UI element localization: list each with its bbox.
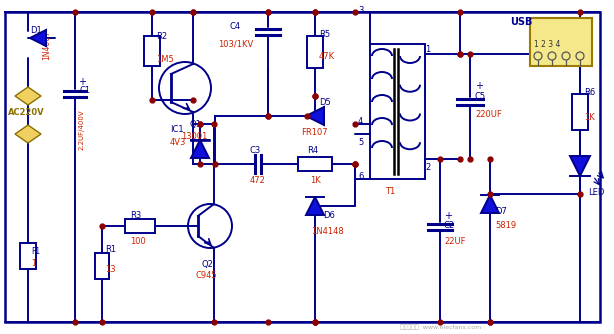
Text: FR107: FR107: [301, 128, 328, 137]
Text: R6: R6: [584, 88, 595, 97]
Text: 103/1KV: 103/1KV: [218, 39, 253, 48]
Text: 220UF: 220UF: [475, 110, 502, 119]
Text: 1K: 1K: [584, 113, 595, 122]
Text: 2: 2: [425, 163, 430, 171]
Text: 1: 1: [425, 44, 430, 53]
Bar: [125, 219, 155, 233]
Text: 5: 5: [358, 138, 363, 147]
Text: 47K: 47K: [319, 51, 335, 60]
Text: 1M5: 1M5: [156, 54, 174, 63]
Text: 5819: 5819: [495, 221, 516, 230]
Polygon shape: [191, 140, 209, 158]
Text: 2.2UF/400V: 2.2UF/400V: [79, 109, 85, 150]
Text: 1N4148: 1N4148: [311, 227, 344, 236]
Text: USB: USB: [510, 17, 532, 27]
Bar: [307, 36, 323, 68]
Polygon shape: [15, 125, 41, 143]
Text: 22UF: 22UF: [444, 237, 465, 246]
Text: 100: 100: [130, 236, 146, 245]
Text: IC1: IC1: [170, 125, 184, 134]
Text: 1 2 3 4: 1 2 3 4: [534, 39, 561, 48]
Text: 13: 13: [105, 265, 115, 274]
Polygon shape: [15, 87, 41, 105]
Text: 472: 472: [250, 175, 266, 184]
Text: 电子发烧友  www.elecfans.com: 电子发烧友 www.elecfans.com: [400, 324, 481, 330]
Text: LED: LED: [588, 187, 604, 196]
Polygon shape: [306, 107, 324, 125]
Text: +: +: [78, 77, 86, 87]
Text: 13001: 13001: [181, 132, 208, 141]
Bar: [95, 253, 109, 279]
Text: 1: 1: [31, 260, 36, 269]
Text: C3: C3: [250, 146, 261, 155]
Text: D7: D7: [495, 207, 507, 216]
Text: Port: Port: [22, 94, 34, 99]
Text: F1: F1: [31, 246, 40, 256]
Polygon shape: [570, 156, 590, 176]
Text: 1N4007: 1N4007: [42, 30, 52, 60]
Text: 6: 6: [358, 171, 363, 180]
Text: 3: 3: [358, 5, 363, 14]
Text: +: +: [444, 211, 452, 221]
Bar: [144, 36, 160, 66]
Text: 4: 4: [358, 117, 363, 126]
Text: T1: T1: [385, 186, 395, 195]
Text: C945: C945: [196, 272, 217, 281]
Text: R5: R5: [319, 29, 330, 38]
Text: C1: C1: [79, 86, 90, 95]
Text: C4: C4: [230, 21, 241, 30]
Text: AC220V: AC220V: [8, 108, 45, 117]
Polygon shape: [306, 197, 324, 215]
Text: R2: R2: [156, 31, 167, 40]
Text: 1K: 1K: [310, 175, 321, 184]
Text: +: +: [475, 81, 483, 91]
Polygon shape: [30, 30, 46, 46]
Polygon shape: [481, 195, 499, 213]
Text: Q2: Q2: [202, 260, 214, 269]
Text: C2: C2: [444, 221, 455, 230]
Text: Port: Port: [22, 132, 34, 137]
Bar: [572, 94, 588, 130]
Text: R1: R1: [105, 244, 116, 254]
Bar: [530, 18, 592, 66]
Text: D6: D6: [323, 211, 335, 220]
Bar: [298, 157, 332, 171]
Bar: [370, 44, 425, 179]
Text: Q1: Q1: [189, 120, 201, 129]
Bar: [20, 243, 36, 269]
Text: D1: D1: [30, 25, 42, 34]
Text: R4: R4: [307, 146, 318, 155]
Text: 4V3: 4V3: [170, 138, 187, 147]
Text: C5: C5: [475, 92, 486, 101]
Text: R3: R3: [130, 210, 141, 219]
Text: D5: D5: [319, 98, 331, 107]
